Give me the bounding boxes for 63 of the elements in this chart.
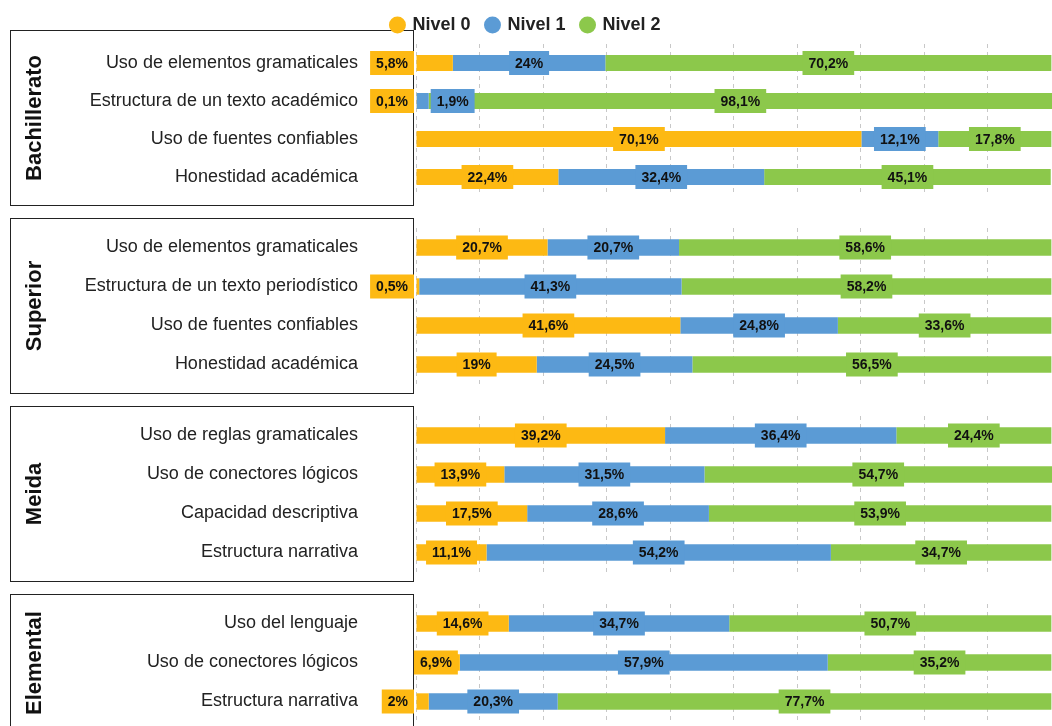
- text: Meida: [21, 462, 47, 526]
- data-label: 17,5%: [451, 505, 493, 522]
- data-label: 33,6%: [924, 317, 966, 334]
- y-tick-label: Honestidad académica: [174, 353, 359, 374]
- data-label: 77,7%: [784, 693, 825, 710]
- data-label: 50,7%: [870, 615, 911, 632]
- data-label: 45,1%: [887, 168, 928, 185]
- data-label: 1,9%: [436, 92, 470, 109]
- data-label: 24,4%: [954, 427, 995, 444]
- data-label: 5,8%: [376, 54, 409, 71]
- data-label: 19%: [462, 356, 492, 373]
- y-tick-label: Uso de elementos gramaticales: [105, 236, 358, 257]
- data-label: 54,7%: [858, 466, 899, 483]
- legend-label: Nivel 0: [412, 13, 471, 34]
- data-label: 2%: [387, 693, 409, 710]
- data-label: 56,5%: [852, 356, 893, 373]
- legend-label: Nivel 2: [602, 13, 661, 34]
- text: Elemental: [21, 610, 47, 715]
- data-label: 0,5%: [376, 278, 409, 295]
- y-tick-label: Estructura de un texto académico: [89, 89, 358, 110]
- data-label: 39,2%: [520, 427, 562, 444]
- data-label: 20,7%: [593, 239, 634, 256]
- y-tick-label: Uso de reglas gramaticales: [139, 424, 358, 445]
- data-label: 17,8%: [974, 130, 1016, 147]
- data-label: 34,7%: [921, 544, 962, 561]
- data-label: 34,7%: [599, 615, 640, 632]
- data-label: 24,8%: [739, 317, 780, 334]
- legend-label: Nivel 1: [507, 13, 566, 34]
- data-label: 54,2%: [638, 544, 680, 561]
- data-label: 24%: [515, 54, 544, 71]
- y-tick-label: Estructura narrativa: [200, 541, 359, 562]
- data-label: 36,4%: [760, 427, 802, 444]
- data-label: 6,9%: [419, 654, 453, 671]
- data-label: 53,9%: [860, 505, 901, 522]
- data-label: 70,1%: [619, 130, 660, 147]
- data-label: 24,5%: [594, 356, 635, 373]
- text: Bachillerato: [21, 55, 47, 181]
- data-label: 32,4%: [641, 168, 682, 185]
- data-label: 70,2%: [808, 54, 849, 71]
- data-label: 0,1%: [376, 92, 409, 109]
- data-label: 31,5%: [584, 466, 625, 483]
- y-tick-label: Uso de fuentes confiables: [150, 314, 358, 335]
- data-label: 41,3%: [530, 278, 571, 295]
- y-tick-label: Uso del lenguaje: [223, 612, 358, 633]
- data-label: 20,7%: [462, 239, 503, 256]
- data-label: 41,6%: [528, 317, 569, 334]
- data-label: 58,6%: [845, 239, 886, 256]
- data-label: 20,3%: [473, 693, 514, 710]
- y-tick-label: Estructura narrativa: [200, 690, 359, 711]
- data-label: 22,4%: [467, 168, 508, 185]
- data-label: 58,2%: [846, 278, 887, 295]
- y-tick-label: Uso de conectores lógicos: [146, 651, 358, 672]
- y-tick-label: Uso de fuentes confiables: [150, 127, 358, 148]
- y-tick-label: Capacidad descriptiva: [180, 502, 359, 523]
- data-label: 98,1%: [720, 92, 761, 109]
- y-tick-label: Uso de elementos gramaticales: [105, 51, 358, 72]
- text: Superior: [21, 260, 47, 352]
- y-tick-label: Uso de conectores lógicos: [146, 463, 358, 484]
- y-tick-label: Honestidad académica: [174, 165, 359, 186]
- data-label: 28,6%: [598, 505, 639, 522]
- data-label: 57,9%: [623, 654, 665, 671]
- data-label: 35,2%: [919, 654, 960, 671]
- y-tick-label: Estructura de un texto periodístico: [84, 275, 358, 296]
